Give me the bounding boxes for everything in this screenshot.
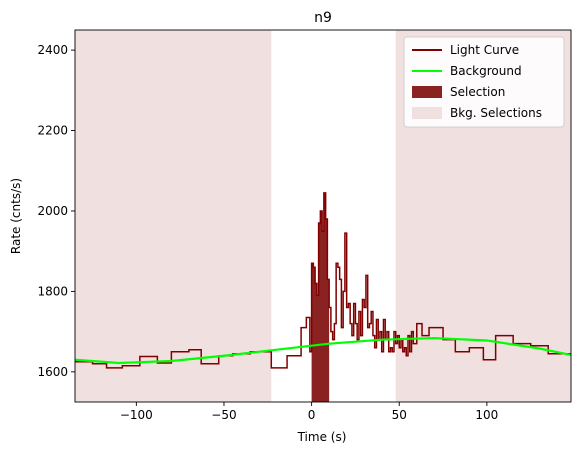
- background-curve-line: [75, 336, 571, 365]
- x-tick-label: −100: [120, 408, 153, 422]
- light-curve-line: [75, 192, 571, 369]
- x-tick-label: 50: [392, 408, 407, 422]
- legend-label-3: Bkg. Selections: [450, 106, 542, 120]
- x-axis-label: Time (s): [297, 430, 347, 444]
- axes-frame: [74, 29, 572, 403]
- legend-label-1: Background: [450, 64, 522, 78]
- legend-swatch-3: [412, 107, 442, 119]
- x-tick-label: 0: [308, 408, 316, 422]
- y-tick-label: 2200: [37, 124, 68, 138]
- y-tick-label: 1800: [37, 284, 68, 298]
- y-axis-label: Rate (cnts/s): [9, 178, 23, 254]
- legend: Light Curve Background Selection Bkg. Selec…: [403, 36, 565, 128]
- selection-region: [311, 192, 330, 402]
- y-tick-label: 2400: [37, 43, 68, 57]
- bkg-selection-region-0: [75, 30, 272, 402]
- chart-title: n9: [314, 10, 332, 26]
- legend-label-2: Selection: [450, 85, 505, 99]
- y-tick-label: 1600: [37, 365, 68, 379]
- legend-box: [403, 36, 565, 128]
- legend-swatch-2: [412, 86, 442, 98]
- x-tick-label: −50: [211, 408, 236, 422]
- y-tick-label: 2000: [37, 204, 68, 218]
- x-tick-label: 100: [475, 408, 498, 422]
- legend-label-0: Light Curve: [450, 43, 519, 57]
